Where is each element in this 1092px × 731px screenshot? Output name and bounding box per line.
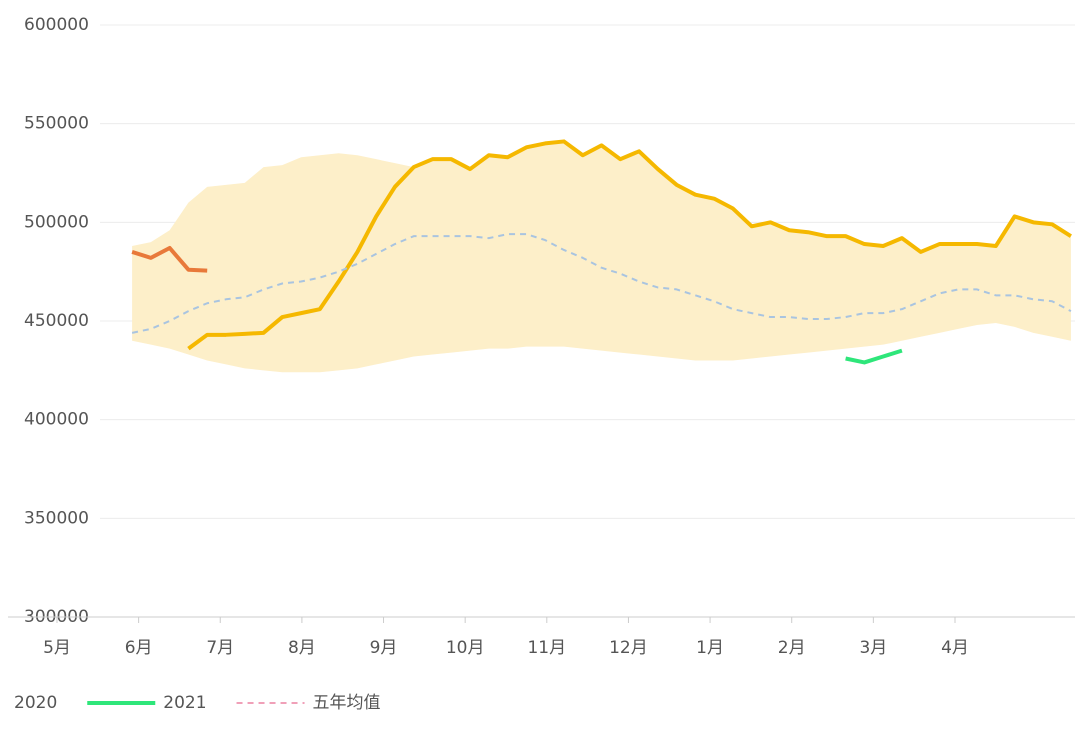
legend-label: 2020 [14, 693, 57, 713]
series-line [131, 245, 208, 273]
x-tick-label: 7月 [206, 638, 234, 658]
x-tick-label: 2月 [778, 638, 806, 658]
range-band [132, 141, 1071, 373]
x-tick-label: 12月 [609, 638, 648, 658]
x-tick-label: 9月 [370, 638, 398, 658]
y-tick-label: 400000 [24, 410, 89, 430]
x-tick-label: 6月 [125, 638, 153, 658]
series-line [845, 348, 903, 365]
x-tick-label: 3月 [859, 638, 887, 658]
x-tick-label: 11月 [527, 638, 566, 658]
y-tick-label: 550000 [24, 114, 89, 134]
x-tick-label: 4月 [941, 638, 969, 658]
y-tick-label: 450000 [24, 311, 89, 331]
x-tick-label: 8月 [288, 638, 316, 658]
y-tick-label: 500000 [24, 212, 89, 232]
x-tick-label: 5月 [43, 638, 71, 658]
x-tick-label: 10月 [446, 638, 485, 658]
x-tick-label: 1月 [696, 638, 724, 658]
y-tick-label: 600000 [24, 15, 89, 35]
legend-label: 五年均值 [313, 693, 381, 713]
series-line [131, 233, 1072, 334]
y-tick-label: 350000 [24, 508, 89, 528]
series-line [187, 139, 1072, 351]
legend-label: 2021 [163, 693, 206, 713]
